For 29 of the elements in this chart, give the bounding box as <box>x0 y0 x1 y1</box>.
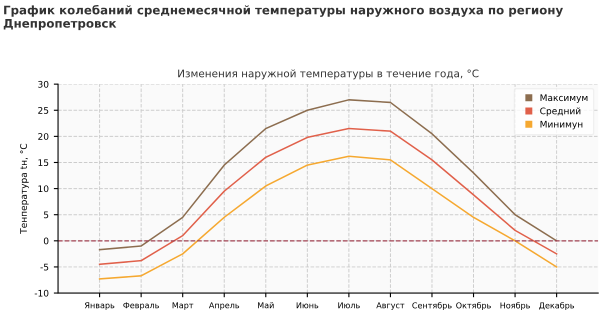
line-series <box>98 128 558 266</box>
x-tick-label: Май <box>258 302 274 308</box>
legend-label: Максимум <box>540 94 588 103</box>
y-tick-label: 25 <box>38 106 48 114</box>
x-tick-label: Март <box>172 302 194 310</box>
y-tick-label: 10 <box>38 185 48 192</box>
x-tick-label: Август <box>376 302 404 310</box>
legend-label: Средний <box>540 107 580 116</box>
line-series <box>98 155 558 280</box>
chart-subtitle: Изменения наружной температуры в течение года, °C <box>178 69 478 80</box>
y-tick-label: 30 <box>38 80 48 88</box>
x-tick-label: Ноябрь <box>500 302 530 310</box>
legend-label: Минимун <box>540 120 582 130</box>
x-tick-label: Февраль <box>123 302 159 310</box>
y-axis-title: Тенпература tн, °C <box>20 144 29 234</box>
x-tick-label: Июнь <box>296 302 318 308</box>
y-tick-label: -5 <box>40 264 48 270</box>
y-tick-label: 20 <box>38 133 48 140</box>
y-tick-label: -10 <box>34 290 48 297</box>
x-tick-label: Апрель <box>208 302 240 310</box>
chart-title: График колебаний среднемесячной температуры наружного воздуха по региону Днепропетровск <box>4 4 563 30</box>
y-tick-label: 5 <box>44 212 48 218</box>
x-tick-label: Декабрь <box>539 302 574 310</box>
x-tick-label: Сентябрь <box>412 302 452 310</box>
x-tick-label: Январь <box>84 302 114 310</box>
y-tick-label: 0 <box>44 238 48 244</box>
y-tick-label: 15 <box>38 159 48 166</box>
x-tick-label: Октябрь <box>456 302 491 310</box>
x-tick-label: Июль <box>338 302 360 308</box>
